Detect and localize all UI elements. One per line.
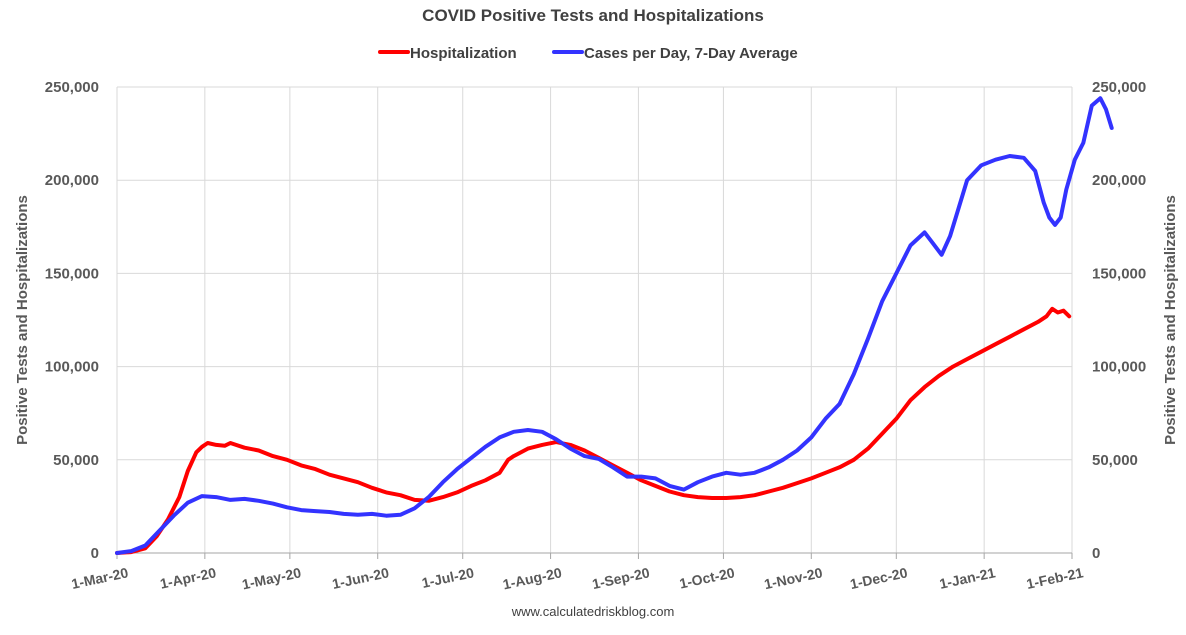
y-tick-label-left: 150,000 (45, 265, 99, 282)
y-axis-label-left: Positive Tests and Hospitalizations (14, 195, 31, 445)
source-credit: www.calculatedriskblog.com (511, 604, 675, 619)
y-tick-label-left: 50,000 (53, 452, 99, 469)
x-tick-label: 1-Aug-20 (501, 564, 563, 592)
gridlines (116, 86, 1073, 553)
x-tick-label: 1-Jul-20 (420, 564, 475, 591)
series-lines (115, 96, 1114, 555)
x-tick-label: 1-Jun-20 (331, 564, 391, 592)
x-tick-label: 1-Apr-20 (159, 564, 218, 592)
x-tick-label: 1-Dec-20 (849, 564, 910, 592)
x-tick-label: 1-Jan-21 (938, 564, 997, 592)
y-axis-label-right: Positive Tests and Hospitalizations (1162, 195, 1179, 445)
x-axis-ticks: 1-Mar-20 1-Apr-20 1-May-20 1-Jun-20 1-Jul-20… (70, 553, 1085, 592)
x-tick-label: 1-May-20 (241, 564, 303, 592)
left-axis-ticks: 0 50,000 100,000 150,000 200,000 250,000 (45, 79, 99, 562)
y-tick-label-left: 250,000 (45, 79, 99, 96)
y-tick-label-right: 150,000 (1092, 265, 1146, 282)
y-tick-label-right: 200,000 (1092, 172, 1146, 189)
y-tick-label-right: 50,000 (1092, 452, 1138, 469)
legend: Hospitalization Cases per Day, 7-Day Ave… (378, 45, 798, 62)
series-line-cases (115, 96, 1114, 555)
legend-label-hospitalization: Hospitalization (410, 45, 517, 62)
y-tick-label-right: 0 (1092, 545, 1100, 562)
x-tick-label: 1-Nov-20 (763, 564, 824, 592)
x-tick-label: 1-Feb-21 (1025, 564, 1085, 592)
legend-label-cases: Cases per Day, 7-Day Average (584, 45, 798, 62)
y-tick-label-left: 200,000 (45, 172, 99, 189)
x-tick-label: 1-Oct-20 (678, 564, 736, 591)
x-tick-label: 1-Mar-20 (70, 564, 130, 592)
chart-title: COVID Positive Tests and Hospitalization… (422, 6, 764, 25)
right-axis-ticks: 0 50,000 100,000 150,000 200,000 250,000 (1092, 79, 1146, 562)
x-tick-label: 1-Sep-20 (591, 564, 652, 592)
y-tick-label-left: 100,000 (45, 359, 99, 376)
series-line-hospitalization (115, 306, 1072, 555)
y-tick-label-right: 250,000 (1092, 79, 1146, 96)
y-tick-label-right: 100,000 (1092, 359, 1146, 376)
y-tick-label-left: 0 (91, 545, 99, 562)
